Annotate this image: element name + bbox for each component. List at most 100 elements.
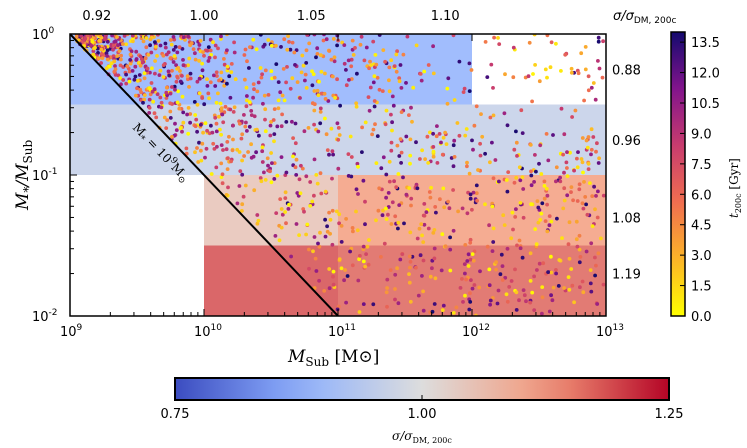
data-point: [119, 57, 123, 62]
data-point: [360, 125, 364, 130]
data-point: [595, 141, 599, 146]
x-tick-label: 1012: [462, 323, 490, 340]
data-point: [339, 240, 344, 244]
data-point: [386, 191, 391, 195]
data-point: [281, 67, 286, 71]
x-tick-label: 1011: [328, 323, 356, 340]
data-point: [180, 129, 184, 134]
data-point: [537, 79, 542, 84]
data-point: [248, 45, 252, 49]
data-point: [130, 34, 135, 38]
data-point: [384, 108, 389, 113]
data-point: [342, 43, 347, 47]
data-point: [584, 138, 589, 143]
data-point: [271, 118, 276, 122]
data-point: [588, 181, 592, 186]
data-point: [134, 57, 139, 61]
data-point: [263, 107, 268, 112]
data-point: [237, 121, 242, 126]
data-point: [549, 219, 554, 224]
data-point: [393, 297, 397, 302]
data-point: [533, 227, 538, 232]
data-point: [399, 110, 404, 114]
data-point: [175, 76, 180, 80]
data-point: [285, 65, 289, 69]
data-point: [416, 293, 421, 298]
data-point: [223, 104, 228, 109]
data-point: [301, 63, 306, 68]
data-point: [547, 223, 552, 228]
data-point: [448, 247, 453, 252]
data-point: [117, 49, 122, 53]
data-point: [418, 157, 422, 161]
data-point: [590, 194, 595, 199]
data-point: [559, 106, 564, 111]
data-point: [307, 41, 312, 46]
data-point: [145, 66, 150, 71]
data-point: [282, 37, 287, 42]
data-point: [74, 34, 79, 39]
data-point: [537, 261, 542, 266]
data-point: [314, 173, 319, 177]
data-point: [457, 59, 462, 64]
right-tick-label: 1.19: [612, 268, 641, 283]
data-point: [302, 209, 306, 214]
data-point: [354, 104, 359, 109]
data-point: [141, 39, 146, 44]
data-point: [343, 268, 347, 272]
data-point: [368, 59, 372, 64]
data-point: [241, 194, 246, 199]
data-point: [346, 174, 351, 178]
data-point: [408, 161, 412, 166]
data-point: [431, 231, 436, 235]
time-colorbar-tick-label: 6.0: [691, 188, 712, 203]
data-point: [176, 66, 181, 70]
data-point: [521, 187, 526, 191]
data-point: [596, 161, 601, 165]
data-point: [315, 46, 320, 51]
data-point: [193, 113, 198, 117]
data-point: [528, 300, 533, 305]
data-point: [247, 100, 252, 105]
data-point: [534, 242, 539, 247]
data-point: [433, 205, 438, 209]
data-point: [585, 145, 590, 150]
data-point: [408, 230, 413, 235]
data-point: [384, 206, 388, 211]
data-point: [336, 166, 341, 171]
data-point: [386, 205, 391, 209]
data-point: [559, 69, 563, 73]
data-point: [509, 236, 514, 241]
data-point: [386, 212, 390, 217]
data-point: [168, 101, 173, 106]
data-point: [441, 135, 446, 140]
data-point: [488, 115, 493, 120]
data-point: [357, 257, 361, 262]
data-point: [339, 266, 344, 271]
data-point: [515, 243, 519, 248]
data-point: [294, 173, 299, 177]
data-point: [272, 75, 277, 80]
data-point: [457, 133, 462, 138]
data-point: [229, 70, 234, 74]
data-point: [335, 43, 339, 48]
data-point: [158, 68, 163, 73]
data-point: [318, 171, 323, 176]
data-point: [268, 133, 273, 138]
data-point: [134, 49, 139, 54]
data-point: [554, 179, 558, 184]
data-point: [265, 156, 270, 161]
data-point: [186, 131, 191, 136]
data-point: [361, 259, 366, 264]
data-point: [206, 91, 211, 96]
data-point: [519, 108, 524, 113]
data-point: [237, 184, 242, 188]
data-point: [350, 226, 355, 230]
data-point: [528, 279, 533, 283]
time-colorbar-tick-label: 3.0: [691, 249, 712, 264]
data-point: [443, 244, 448, 249]
data-point: [465, 160, 469, 165]
data-point: [398, 137, 403, 142]
data-point: [460, 277, 464, 281]
data-point: [448, 235, 452, 240]
